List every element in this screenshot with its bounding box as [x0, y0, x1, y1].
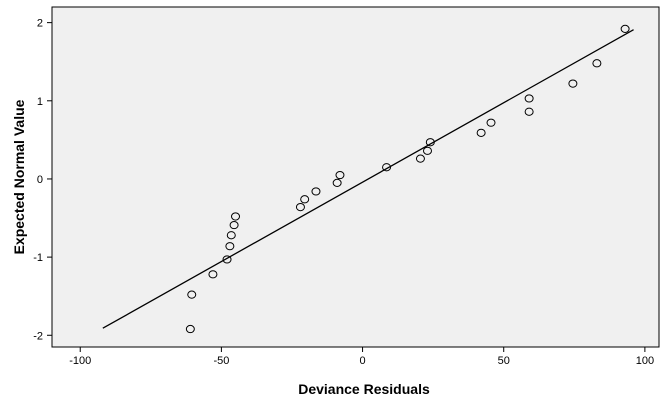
y-tick-label: 0	[37, 174, 43, 186]
data-point	[524, 94, 534, 103]
reference-line	[102, 29, 634, 329]
data-point	[185, 324, 195, 334]
x-tick-label: -100	[69, 355, 91, 367]
data-point	[187, 290, 197, 299]
data-point	[620, 24, 630, 33]
y-tick-label: 1	[37, 96, 43, 108]
data-point	[425, 138, 435, 147]
data-point	[226, 231, 236, 240]
data-point	[382, 163, 392, 172]
data-point	[568, 79, 578, 88]
plot-area	[51, 6, 660, 348]
data-point	[222, 255, 232, 264]
data-point	[229, 220, 239, 230]
data-point	[208, 270, 218, 279]
data-points	[185, 24, 630, 334]
data-point	[300, 195, 310, 204]
data-point	[335, 170, 345, 180]
y-tick-label: 2	[37, 18, 43, 30]
data-point	[231, 212, 241, 221]
data-point	[524, 107, 534, 116]
data-point	[415, 154, 425, 163]
data-point	[311, 187, 321, 196]
y-axis-title: Expected Normal Value	[11, 99, 27, 254]
data-point	[486, 118, 496, 127]
data-point	[592, 59, 602, 68]
y-tick-label: -1	[33, 252, 43, 264]
y-axis-ticks: -2 -1 0 1 2	[33, 18, 52, 342]
x-axis-ticks: -100 -50 0 50 100	[69, 347, 654, 367]
x-tick-label: -50	[213, 355, 229, 367]
data-point	[295, 202, 305, 212]
data-point	[225, 242, 235, 251]
x-axis-title: Deviance Residuals	[298, 381, 430, 397]
x-tick-label: 50	[498, 355, 510, 367]
data-point	[422, 146, 432, 155]
y-tick-label: -2	[33, 330, 43, 342]
x-tick-label: 0	[359, 355, 365, 367]
x-tick-label: 100	[636, 355, 654, 367]
data-point	[476, 128, 486, 137]
data-point	[332, 178, 342, 187]
